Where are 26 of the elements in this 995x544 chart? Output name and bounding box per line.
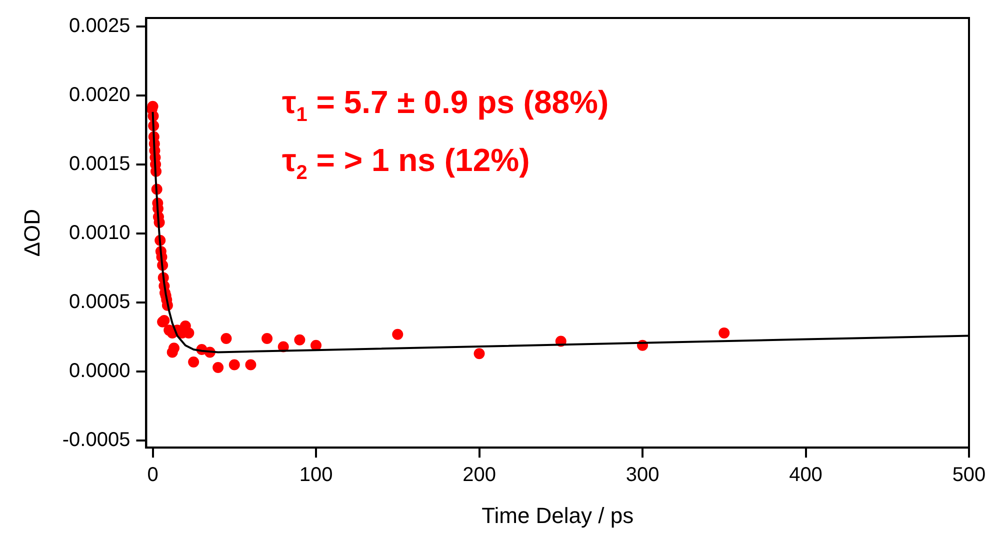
y-tick-label: 0.0025 [69, 14, 130, 37]
x-tick-label: 400 [789, 464, 822, 486]
point [262, 332, 273, 344]
x-tick-label: 100 [299, 464, 333, 486]
y-tick-label: 0.0020 [69, 84, 130, 106]
y-tick-label: 0.0010 [69, 222, 130, 244]
x-axis-title: Time Delay / ps [482, 502, 634, 528]
point [228, 359, 240, 370]
x-tick-label: 300 [626, 464, 660, 486]
point [212, 362, 224, 373]
point [392, 328, 404, 340]
y-tick-label: 0.0000 [69, 360, 130, 382]
point [474, 348, 485, 360]
y-tick-label: 0.0005 [69, 291, 130, 314]
point [245, 359, 256, 370]
point [718, 327, 730, 338]
point [166, 346, 178, 358]
y-tick-label: -0.0005 [62, 429, 130, 452]
x-tick-label: 0 [147, 464, 158, 486]
point [188, 356, 200, 368]
x-tick-label: 200 [462, 464, 496, 486]
point [294, 334, 306, 346]
y-axis-title: ΔOD [19, 208, 44, 257]
y-tick-label: 0.0015 [69, 152, 130, 175]
x-tick-label: 500 [952, 464, 986, 486]
point [220, 332, 232, 344]
